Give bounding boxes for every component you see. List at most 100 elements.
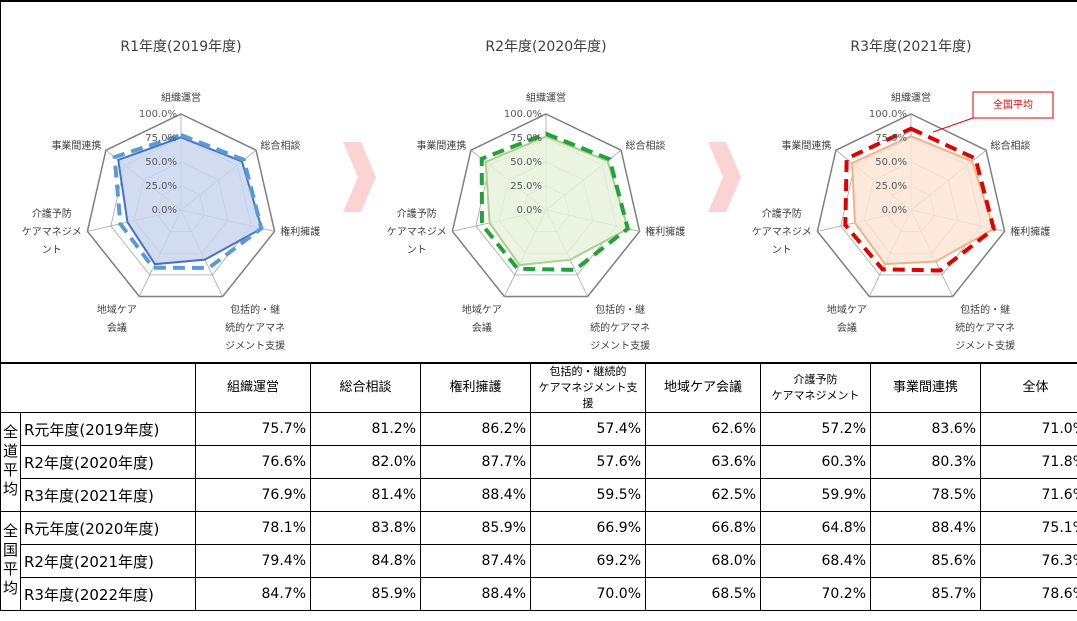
- series-area: [484, 135, 630, 267]
- data-row: R3年度(2022年度) 84.7% 85.9% 88.4% 70.0% 68.5% 70.…: [1, 577, 1077, 611]
- cell: 76.9%: [195, 478, 311, 512]
- r-tick-label: 0.0%: [882, 205, 907, 216]
- cell: 66.8%: [645, 511, 761, 545]
- r-tick-label: 50.0%: [875, 157, 907, 168]
- chart-title: R1年度(2019年度): [120, 39, 241, 55]
- annotation: 全国平均: [993, 98, 1033, 111]
- cell: 68.4%: [760, 544, 871, 578]
- cell: 68.5%: [645, 577, 761, 611]
- cell: 88.4%: [420, 478, 531, 512]
- r-tick-label: 25.0%: [875, 181, 907, 192]
- r-tick-label: 75.0%: [510, 133, 542, 144]
- cell: 78.5%: [870, 478, 981, 512]
- annotation-leader: [932, 117, 974, 133]
- grid-ring: [816, 113, 1006, 298]
- cell: 70.2%: [760, 577, 871, 611]
- category-label: 包括的・継 続的ケアマネ ジメント支援: [225, 304, 286, 352]
- cell: 80.3%: [870, 445, 981, 479]
- category-label: 組織運営: [161, 93, 201, 105]
- grid-ring: [451, 113, 641, 298]
- row-label: R2年度(2021年度): [20, 544, 196, 578]
- row-label: R2年度(2020年度): [20, 445, 196, 479]
- category-label: 組織運営: [891, 93, 931, 105]
- r-tick-label: 75.0%: [875, 133, 907, 144]
- group-label: 全国平均: [0, 511, 21, 611]
- cell: 63.6%: [645, 445, 761, 479]
- cell: 84.8%: [310, 544, 421, 578]
- series-area: [851, 135, 995, 266]
- cell: 70.0%: [530, 577, 646, 611]
- cell: 75.1%: [980, 511, 1077, 545]
- category-label: 介護予防 ケアマネジメ ント: [21, 208, 82, 256]
- r-tick-label: 50.0%: [145, 157, 177, 168]
- chart-area: R1年度(2019年度) 0.0% 25.0% 50.0% 75.0% 100.0% R2年…: [86, 39, 1054, 298]
- cell: 59.9%: [760, 478, 871, 512]
- chart-title: R2年度(2020年度): [485, 39, 606, 55]
- cell: 64.8%: [760, 511, 871, 545]
- series-outline: [112, 132, 264, 270]
- cell: 86.2%: [420, 412, 531, 446]
- data-row: R2年度(2020年度) 76.6% 82.0% 87.7% 57.6% 63.6% 60.…: [1, 445, 1077, 479]
- arrow: [708, 142, 741, 212]
- cell: 71.8%: [980, 445, 1077, 479]
- column-header: 事業間連携: [870, 363, 981, 413]
- cell: 76.3%: [980, 544, 1077, 578]
- category-label: 地域ケア 会議: [461, 304, 502, 334]
- data-row: R3年度(2021年度) 76.9% 81.4% 88.4% 59.5% 62.5% 59.…: [1, 478, 1077, 512]
- r-tick-label: 25.0%: [510, 181, 542, 192]
- category-label: 組織運営: [526, 93, 566, 105]
- cell: 88.4%: [420, 577, 531, 611]
- cell: 85.7%: [870, 577, 981, 611]
- category-label: 権利擁護: [1010, 226, 1051, 238]
- cell: 88.4%: [870, 511, 981, 545]
- column-header: 組織運営: [195, 363, 311, 413]
- cell: 78.1%: [195, 511, 311, 545]
- cell: 78.6%: [980, 577, 1077, 611]
- r-tick-label: 0.0%: [152, 205, 177, 216]
- category-label: 事業間連携: [781, 140, 832, 152]
- cell: 87.7%: [420, 445, 531, 479]
- column-header: 包括的・継続的 ケアマネジメント支援: [530, 363, 646, 413]
- cell: 76.6%: [195, 445, 311, 479]
- column-header: 総合相談: [310, 363, 421, 413]
- category-label: 事業間連携: [416, 140, 467, 152]
- series-outline: [843, 126, 997, 273]
- cell: 85.9%: [310, 577, 421, 611]
- annotation-box: [972, 91, 1054, 119]
- category-label: 地域ケア 会議: [96, 304, 137, 334]
- cell: 66.9%: [530, 511, 646, 545]
- cell: 62.5%: [645, 478, 761, 512]
- category-label: 地域ケア 会議: [826, 304, 867, 334]
- cell: 59.5%: [530, 478, 646, 512]
- cell: 85.9%: [420, 511, 531, 545]
- category-label: 権利擁護: [280, 226, 321, 238]
- header-row: 組織運営 総合相談 権利擁護 包括的・継続的 ケアマネジメント支援 地域ケア会議 介護予防…: [0, 363, 1077, 413]
- cell: 81.4%: [310, 478, 421, 512]
- cell: 57.6%: [530, 445, 646, 479]
- cell: 71.6%: [980, 478, 1077, 512]
- category-label: 総合相談: [990, 140, 1031, 152]
- corner-cell: [0, 363, 196, 413]
- r-tick-label: 100.0%: [869, 109, 907, 120]
- cell: 62.6%: [645, 412, 761, 446]
- category-label: 包括的・継 続的ケアマネ ジメント支援: [955, 304, 1016, 352]
- row-label: R3年度(2021年度): [20, 478, 196, 512]
- data-row: 全国平均 R元年度(2020年度) 78.1% 83.8% 85.9% 66.9% 66.8…: [0, 511, 1077, 611]
- category-label: 事業間連携: [51, 140, 102, 152]
- r-tick-label: 75.0%: [145, 133, 177, 144]
- cell: 87.4%: [420, 544, 531, 578]
- charts-panel: R1年度(2019年度) 0.0% 25.0% 50.0% 75.0% 100.0% R2年…: [0, 2, 1077, 363]
- cell: 68.0%: [645, 544, 761, 578]
- column-header: 地域ケア会議: [645, 363, 761, 413]
- cell: 83.8%: [310, 511, 421, 545]
- data-table: 組織運営 総合相談 権利擁護 包括的・継続的 ケアマネジメント支援 地域ケア会議 介護予防…: [0, 363, 1077, 611]
- category-label: 介護予防 ケアマネジメ ント: [386, 208, 447, 256]
- data-row: 全道平均 R元年度(2019年度) 75.7% 81.2% 86.2% 57.4% 62.6…: [0, 412, 1077, 512]
- r-tick-label: 50.0%: [510, 157, 542, 168]
- category-label: 介護予防 ケアマネジメ ント: [751, 208, 812, 256]
- row-label: R3年度(2022年度): [20, 577, 196, 611]
- category-label: 総合相談: [625, 140, 666, 152]
- cell: 81.2%: [310, 412, 421, 446]
- cell: 57.2%: [760, 412, 871, 446]
